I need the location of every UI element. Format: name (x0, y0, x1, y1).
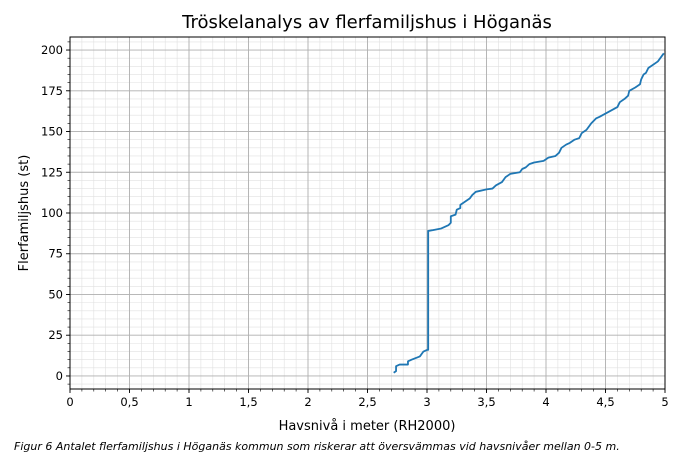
x-tick-label: 0,5 (120, 395, 138, 409)
x-tick-label: 5 (661, 395, 668, 409)
y-tick-label: 50 (48, 287, 63, 301)
y-axis-label: Flerfamiljshus (st) (17, 155, 32, 272)
x-tick-label: 2,5 (358, 395, 376, 409)
y-tick-label: 200 (41, 43, 63, 57)
x-tick-label: 1,5 (239, 395, 257, 409)
x-tick-label: 2 (304, 395, 311, 409)
x-tick-label: 3 (423, 395, 430, 409)
x-tick-label: 4,5 (596, 395, 614, 409)
x-tick-label: 4 (542, 395, 549, 409)
y-tick-label: 25 (48, 328, 63, 342)
major-grid (69, 37, 666, 389)
y-tick-label: 150 (41, 125, 63, 139)
ticks-layer: 0 0,5 1 1,5 2 2,5 3 3,5 4 4,5 50255075100125150175… (41, 41, 669, 409)
y-tick-label: 175 (41, 84, 63, 98)
chart-title: Tröskelanalys av flerfamiljshus i Höganä… (181, 12, 552, 33)
series-layer (393, 52, 665, 374)
y-tick-label: 75 (48, 247, 63, 261)
x-tick-label: 3,5 (477, 395, 495, 409)
x-axis-label: Havsnivå i meter (RH2000) (279, 419, 456, 434)
series-line (393, 52, 665, 374)
x-tick-label: 0 (66, 395, 73, 409)
figure-caption: Figur 6 Antalet flerfamiljshus i Höganäs… (14, 440, 620, 453)
x-tick-label: 1 (185, 395, 192, 409)
y-tick-label: 0 (56, 369, 63, 383)
y-tick-label: 100 (41, 206, 63, 220)
y-tick-label: 125 (41, 165, 63, 179)
